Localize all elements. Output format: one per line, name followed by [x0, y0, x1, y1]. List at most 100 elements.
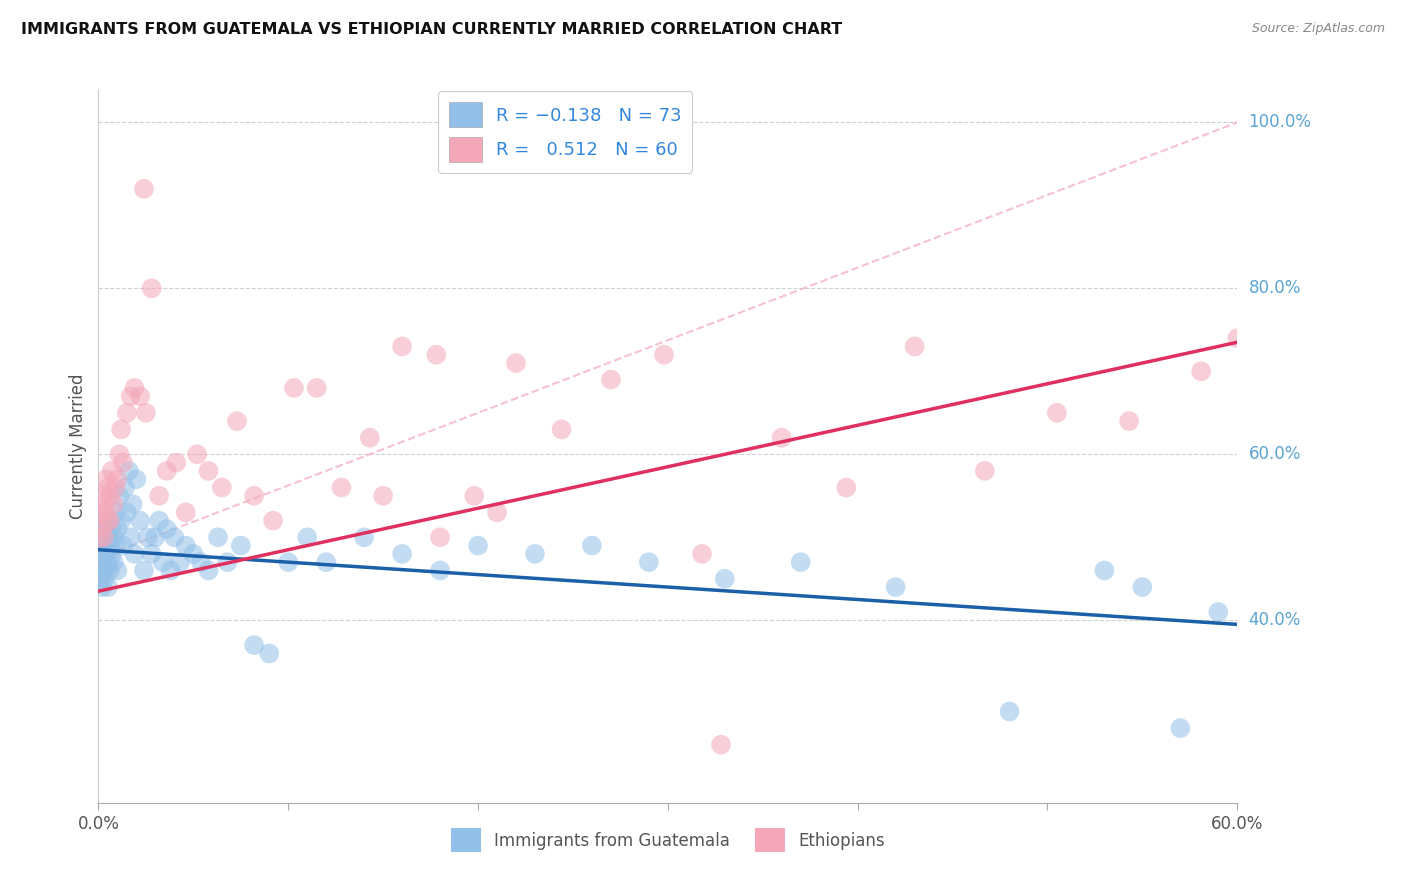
Point — [115, 505, 138, 519]
Point — [550, 422, 572, 436]
Point — [183, 547, 205, 561]
Point — [141, 547, 163, 561]
Point — [91, 489, 114, 503]
Point — [132, 564, 155, 578]
Point — [94, 514, 117, 528]
Point — [141, 281, 163, 295]
Point — [103, 497, 125, 511]
Point — [124, 381, 146, 395]
Point — [112, 456, 135, 470]
Point — [425, 348, 447, 362]
Point — [229, 539, 252, 553]
Point — [120, 530, 142, 544]
Point — [89, 530, 111, 544]
Point — [89, 555, 111, 569]
Point — [148, 514, 170, 528]
Point — [145, 530, 167, 544]
Point — [98, 489, 121, 503]
Point — [107, 564, 129, 578]
Point — [103, 530, 125, 544]
Point — [129, 389, 152, 403]
Point — [93, 497, 115, 511]
Point — [97, 555, 120, 569]
Point — [93, 530, 115, 544]
Point — [904, 339, 927, 353]
Point — [121, 497, 143, 511]
Point — [97, 514, 120, 528]
Point — [190, 555, 212, 569]
Point — [110, 514, 132, 528]
Point — [115, 406, 138, 420]
Point — [100, 464, 122, 478]
Text: Source: ZipAtlas.com: Source: ZipAtlas.com — [1251, 22, 1385, 36]
Point — [152, 555, 174, 569]
Point — [211, 481, 233, 495]
Point — [174, 505, 197, 519]
Point — [429, 530, 451, 544]
Point — [104, 481, 127, 495]
Legend: Immigrants from Guatemala, Ethiopians: Immigrants from Guatemala, Ethiopians — [444, 822, 891, 859]
Point — [884, 580, 907, 594]
Point — [125, 472, 148, 486]
Point — [262, 514, 284, 528]
Point — [97, 530, 120, 544]
Point — [197, 464, 219, 478]
Point — [207, 530, 229, 544]
Point — [169, 555, 191, 569]
Point — [710, 738, 733, 752]
Point — [100, 547, 122, 561]
Point — [93, 572, 115, 586]
Text: 80.0%: 80.0% — [1249, 279, 1301, 297]
Point — [98, 514, 121, 528]
Point — [91, 564, 114, 578]
Point — [104, 539, 127, 553]
Point — [305, 381, 328, 395]
Point — [118, 464, 141, 478]
Text: 40.0%: 40.0% — [1249, 611, 1301, 629]
Point — [156, 464, 179, 478]
Point — [1132, 580, 1154, 594]
Point — [391, 547, 413, 561]
Point — [1118, 414, 1140, 428]
Point — [186, 447, 208, 461]
Y-axis label: Currently Married: Currently Married — [69, 373, 87, 519]
Point — [98, 539, 121, 553]
Point — [156, 522, 179, 536]
Point — [1189, 364, 1212, 378]
Point — [165, 456, 187, 470]
Point — [467, 539, 489, 553]
Point — [714, 572, 737, 586]
Point — [243, 489, 266, 503]
Point — [371, 489, 394, 503]
Point — [973, 464, 995, 478]
Point — [97, 580, 120, 594]
Point — [505, 356, 527, 370]
Point — [159, 564, 181, 578]
Point — [1094, 564, 1116, 578]
Point — [100, 522, 122, 536]
Point — [638, 555, 661, 569]
Point — [112, 539, 135, 553]
Point — [835, 481, 858, 495]
Point — [89, 505, 111, 519]
Point — [91, 580, 114, 594]
Point — [108, 489, 131, 503]
Point — [97, 481, 120, 495]
Point — [104, 505, 127, 519]
Point — [429, 564, 451, 578]
Text: 60.0%: 60.0% — [1249, 445, 1301, 463]
Point — [94, 472, 117, 486]
Point — [259, 647, 281, 661]
Point — [91, 522, 114, 536]
Point — [652, 348, 675, 362]
Point — [581, 539, 603, 553]
Point — [93, 522, 115, 536]
Point — [243, 638, 266, 652]
Point — [1208, 605, 1230, 619]
Point — [359, 431, 381, 445]
Point — [98, 564, 121, 578]
Point — [120, 389, 142, 403]
Point — [148, 489, 170, 503]
Point — [600, 373, 623, 387]
Point — [770, 431, 793, 445]
